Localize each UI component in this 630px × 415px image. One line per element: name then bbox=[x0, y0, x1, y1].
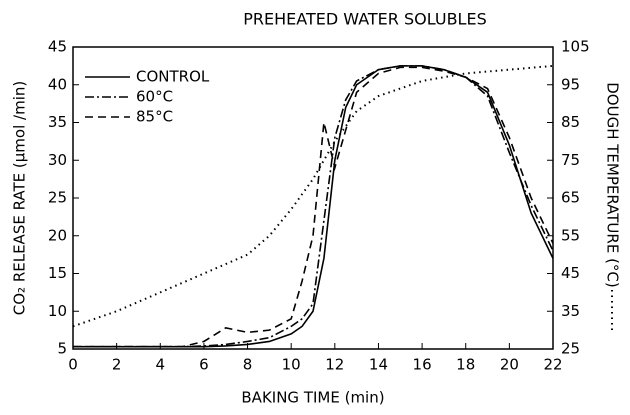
y2-tick-label: 85 bbox=[561, 113, 580, 131]
y-tick-label: 40 bbox=[48, 75, 67, 93]
y-tick-label: 25 bbox=[48, 189, 67, 207]
y-axis-label: CO₂ RELEASE RATE (μmol /min) bbox=[11, 81, 29, 315]
legend-label: 60°C bbox=[136, 88, 173, 106]
x-tick-label: 2 bbox=[112, 356, 122, 374]
series-line bbox=[73, 66, 554, 348]
y2-tick-label: 55 bbox=[561, 226, 580, 244]
x-tick-label: 12 bbox=[325, 356, 344, 374]
y2-axis-label: DOUGH TEMPERATURE (°C) bbox=[604, 82, 622, 288]
x-tick-label: 8 bbox=[243, 356, 253, 374]
y-tick-label: 35 bbox=[48, 113, 67, 131]
y-tick-label: 15 bbox=[48, 264, 67, 282]
x-tick-label: 18 bbox=[456, 356, 475, 374]
x-tick-label: 0 bbox=[68, 356, 78, 374]
x-axis-label: BAKING TIME (min) bbox=[241, 389, 384, 407]
x-tick-label: 6 bbox=[199, 356, 209, 374]
x-tick-label: 20 bbox=[500, 356, 519, 374]
x-tick-label: 16 bbox=[413, 356, 432, 374]
x-tick-label: 4 bbox=[155, 356, 165, 374]
x-tick-label: 22 bbox=[543, 356, 562, 374]
y2-tick-label: 105 bbox=[561, 38, 590, 56]
y-tick-label: 30 bbox=[48, 151, 67, 169]
y-tick-label: 5 bbox=[57, 340, 67, 358]
chart-title: PREHEATED WATER SOLUBLES bbox=[243, 10, 486, 29]
legend-label: CONTROL bbox=[136, 68, 210, 86]
y2-tick-label: 35 bbox=[561, 302, 580, 320]
x-tick-label: 14 bbox=[369, 356, 388, 374]
legend-label: 85°C bbox=[136, 108, 173, 126]
y2-tick-label: 45 bbox=[561, 264, 580, 282]
y2-tick-label: 65 bbox=[561, 189, 580, 207]
y-tick-label: 45 bbox=[48, 38, 67, 56]
y-tick-label: 10 bbox=[48, 302, 67, 320]
x-tick-label: 10 bbox=[282, 356, 301, 374]
y2-tick-label: 25 bbox=[561, 340, 580, 358]
y2-tick-label: 75 bbox=[561, 151, 580, 169]
y2-tick-label: 95 bbox=[561, 75, 580, 93]
y-tick-label: 20 bbox=[48, 226, 67, 244]
